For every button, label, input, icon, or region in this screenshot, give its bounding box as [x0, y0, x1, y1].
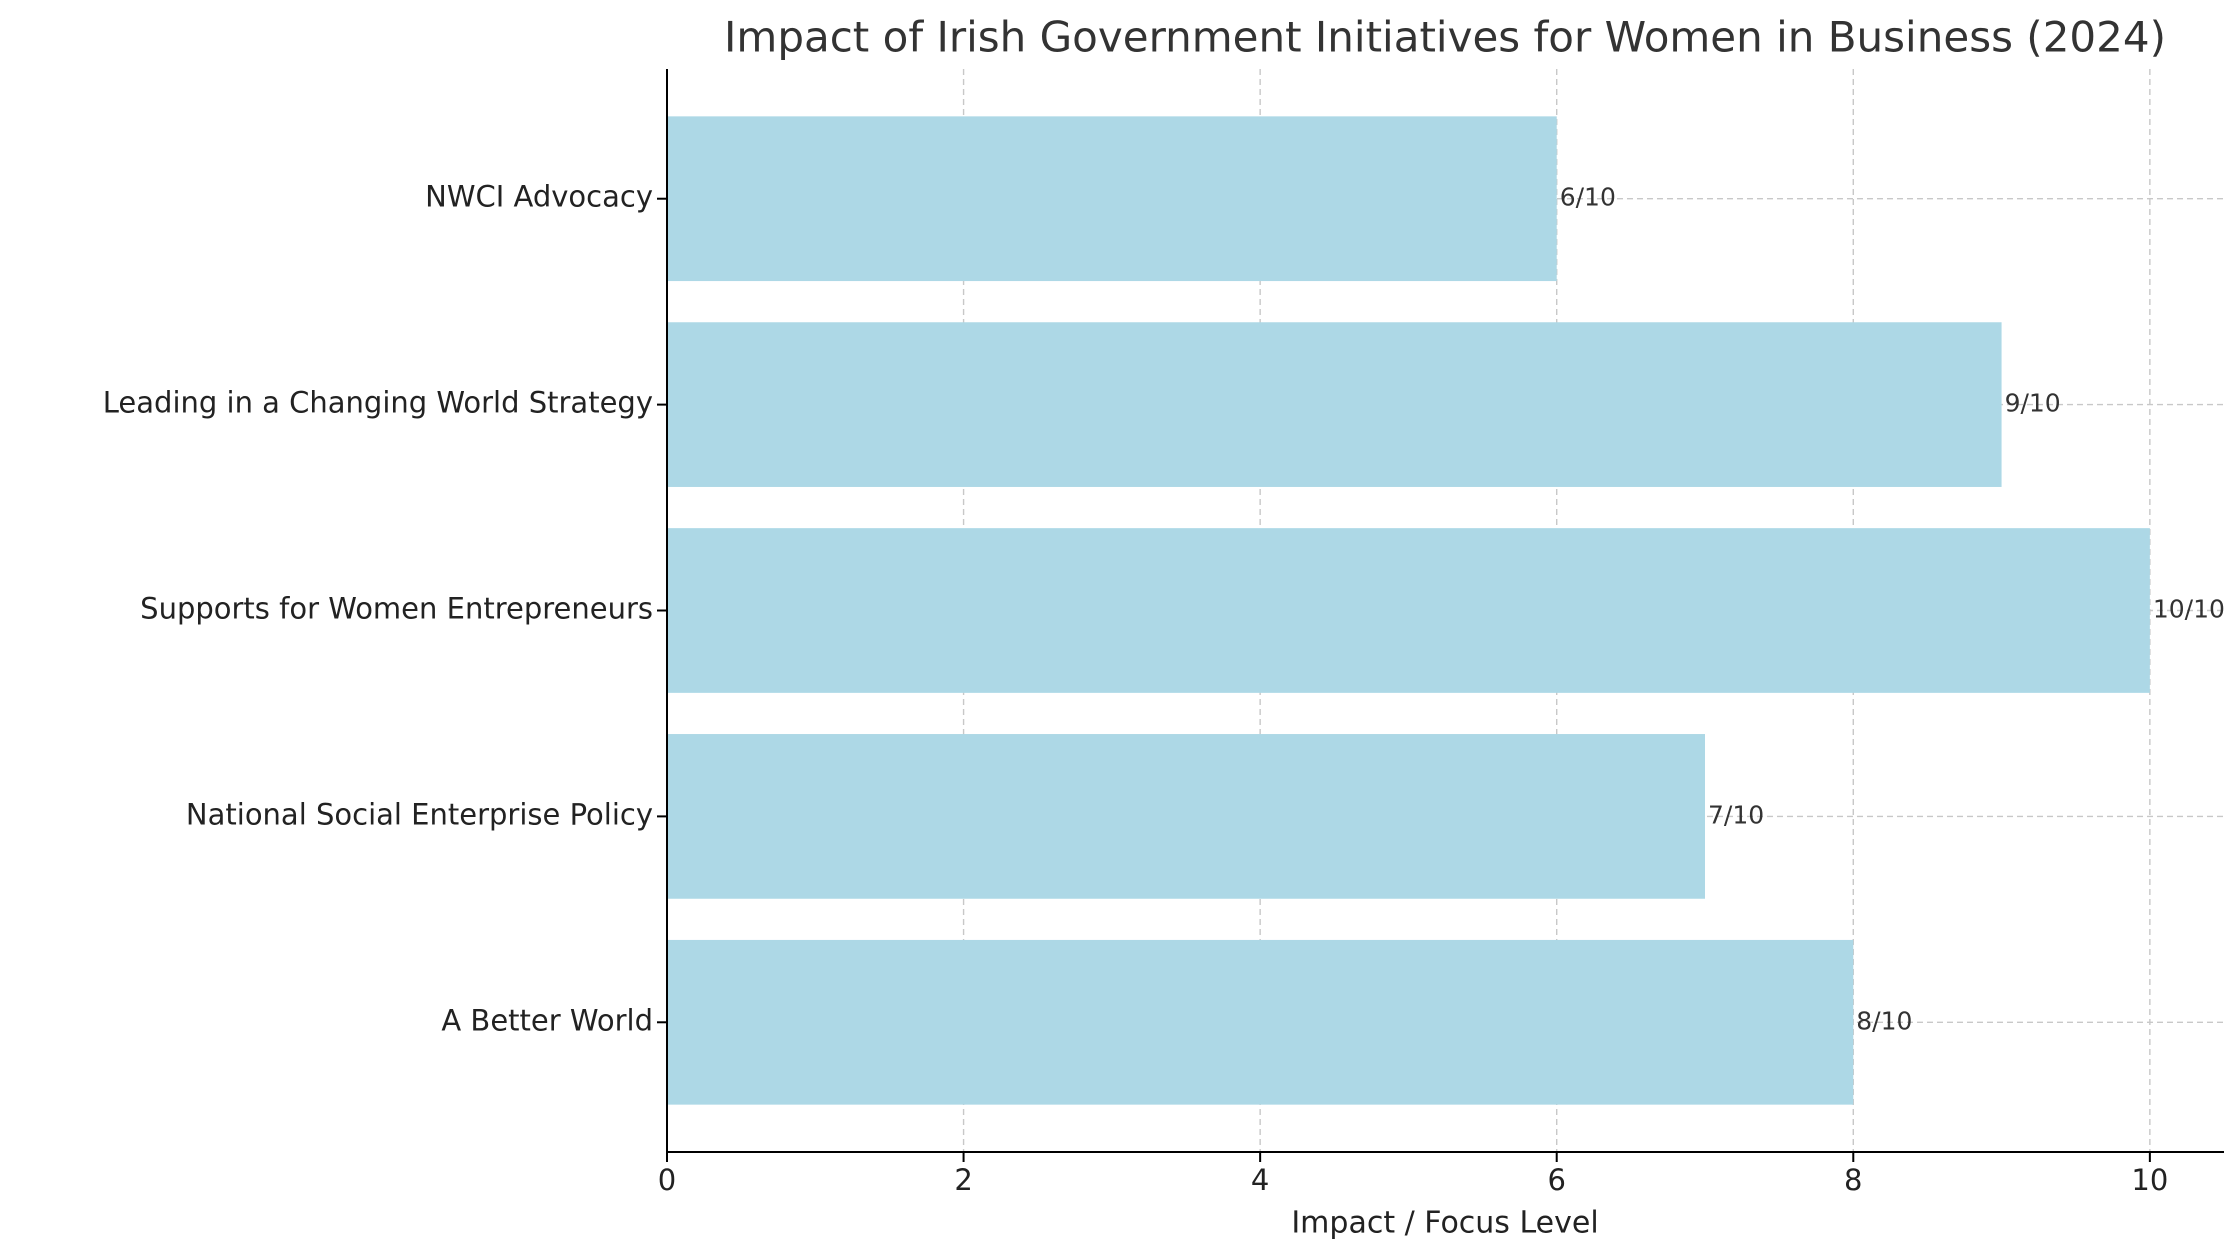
y-tick-label: National Social Enterprise Policy [186, 797, 653, 831]
bar [667, 939, 1854, 1105]
x-tick-label: 10 [2131, 1163, 2168, 1197]
value-label: 8/10 [1856, 1006, 1912, 1035]
x-tick-label: 0 [658, 1163, 676, 1197]
x-tick-label: 6 [1547, 1163, 1565, 1197]
bar [667, 322, 2002, 487]
value-label: 10/10 [2153, 595, 2225, 624]
x-axis-label: Impact / Focus Level [1291, 1206, 1598, 1241]
y-tick-label: Supports for Women Entrepreneurs [140, 592, 653, 626]
y-tick-label: NWCI Advocacy [425, 180, 653, 214]
x-tick-label: 8 [1844, 1163, 1862, 1197]
x-tick-label: 2 [954, 1163, 972, 1197]
bar [667, 734, 1705, 899]
chart-title: Impact of Irish Government Initiatives f… [724, 13, 2166, 62]
value-label: 9/10 [2005, 389, 2061, 418]
bar [667, 116, 1557, 282]
y-tick-label: A Better World [441, 1003, 653, 1037]
value-label: 7/10 [1708, 800, 1764, 829]
value-label: 6/10 [1560, 183, 1616, 212]
y-tick-label: Leading in a Changing World Strategy [103, 386, 653, 420]
x-tick-label: 4 [1251, 1163, 1269, 1197]
bar [667, 528, 2150, 693]
